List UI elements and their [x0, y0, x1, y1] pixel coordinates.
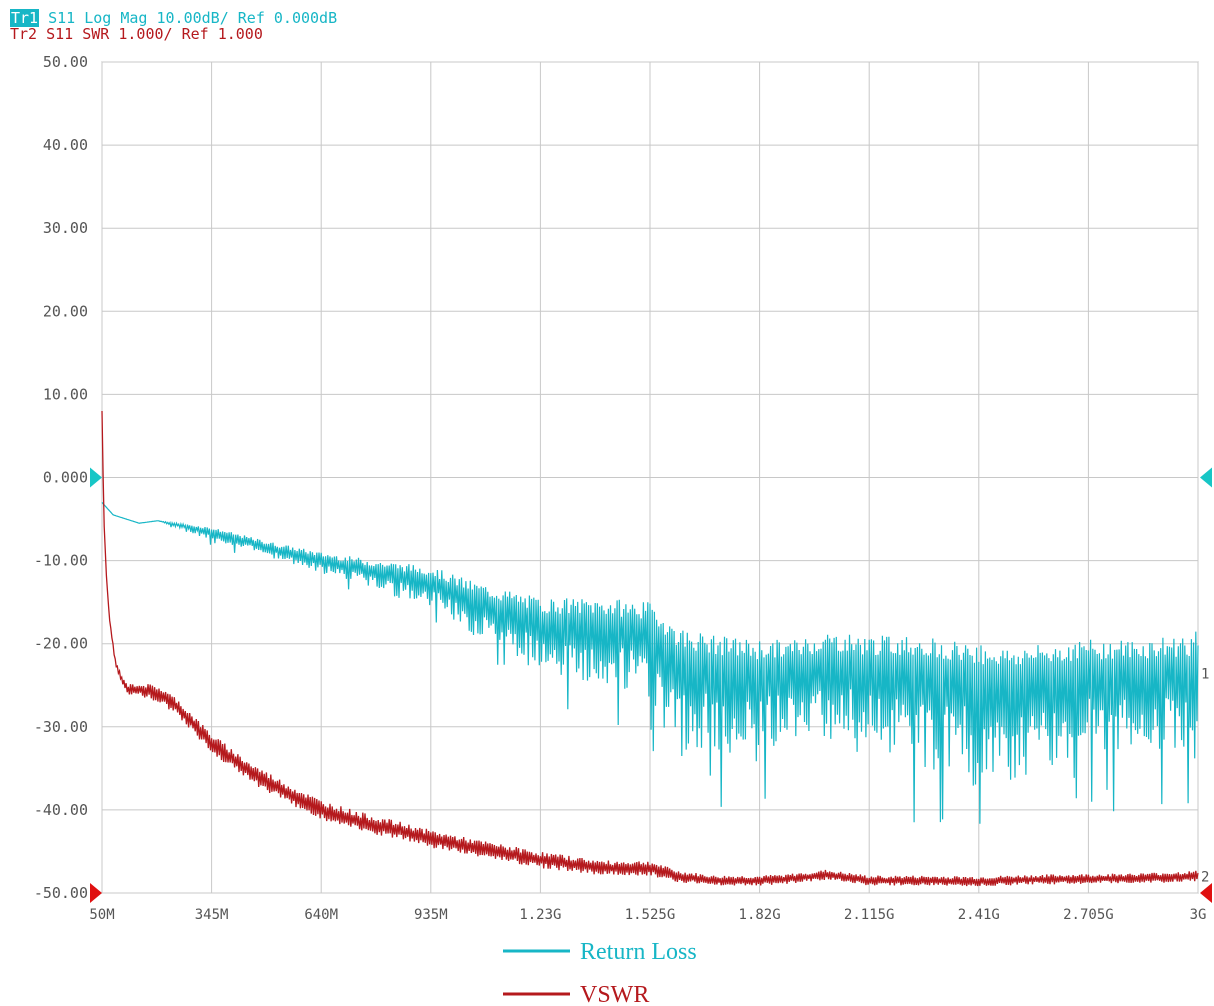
y-axis-ticks: 50.00 40.00 30.00 20.00 10.00 0.000 -10.00 -20.… — [34, 53, 88, 902]
x-tick-label: 1.525G — [625, 907, 676, 923]
trace-header: Tr1 S11 Log Mag 10.00dB/ Ref 0.000dB Tr2… — [10, 9, 338, 43]
trace-1-end-marker: 1 — [1201, 667, 1209, 683]
y-tick-label: 0.000 — [43, 469, 88, 487]
y-tick-label: 20.00 — [43, 302, 88, 320]
y-tick-label: -10.00 — [34, 552, 88, 570]
ref-marker-left-trace2[interactable] — [90, 883, 102, 903]
x-axis-ticks: 50M 345M 640M 935M 1.23G 1.525G 1.82G 2.115G 2.4… — [89, 907, 1206, 923]
x-tick-label: 640M — [304, 907, 338, 923]
y-tick-label: 30.00 — [43, 219, 88, 237]
y-tick-label: 10.00 — [43, 385, 88, 403]
trace-1-settings: S11 Log Mag 10.00dB/ Ref 0.000dB — [39, 9, 338, 27]
y-tick-label: -20.00 — [34, 635, 88, 653]
x-tick-label: 50M — [89, 907, 114, 923]
x-tick-label: 935M — [414, 907, 448, 923]
legend: Return Loss VSWR — [503, 939, 697, 1006]
x-tick-label: 1.82G — [739, 907, 781, 923]
x-tick-label: 2.705G — [1063, 907, 1114, 923]
y-tick-label: -50.00 — [34, 884, 88, 902]
series-line-vswr — [101, 410, 1199, 887]
x-tick-label: 1.23G — [519, 907, 561, 923]
x-tick-label: 3G — [1190, 907, 1207, 923]
grid — [101, 61, 1199, 894]
y-tick-label: 50.00 — [43, 53, 88, 71]
trace-1-label[interactable]: Tr1 S11 Log Mag 10.00dB/ Ref 0.000dB — [10, 9, 338, 27]
series-line-return-loss — [101, 502, 1199, 824]
series-layer — [101, 410, 1199, 887]
ref-marker-left-trace1[interactable] — [90, 467, 102, 488]
ref-marker-right-trace1[interactable] — [1200, 467, 1212, 488]
trace-2-end-marker: 2 — [1201, 869, 1209, 885]
x-tick-label: 2.41G — [958, 907, 1000, 923]
ref-marker-right-trace2[interactable] — [1200, 883, 1212, 903]
y-tick-label: -40.00 — [34, 801, 88, 819]
reference-markers: 12 — [90, 467, 1212, 903]
legend-item-return-loss-label: Return Loss — [580, 939, 697, 965]
x-tick-label: 2.115G — [844, 907, 895, 923]
x-tick-label: 345M — [195, 907, 229, 923]
legend-item-vswr-label: VSWR — [580, 982, 649, 1006]
trace-2-label[interactable]: Tr2 S11 SWR 1.000/ Ref 1.000 — [10, 25, 263, 43]
y-tick-label: 40.00 — [43, 136, 88, 154]
y-tick-label: -30.00 — [34, 718, 88, 736]
trace-1-tag[interactable]: Tr1 — [10, 9, 40, 27]
